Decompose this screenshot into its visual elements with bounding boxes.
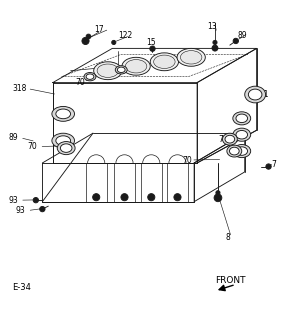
Circle shape — [216, 191, 220, 195]
Circle shape — [148, 194, 155, 201]
Text: 7: 7 — [271, 160, 276, 169]
Circle shape — [33, 197, 39, 203]
Text: FRONT: FRONT — [215, 276, 245, 285]
Ellipse shape — [233, 145, 251, 158]
Circle shape — [82, 37, 89, 44]
Circle shape — [112, 40, 116, 44]
Text: 17: 17 — [94, 25, 104, 34]
Text: 21: 21 — [260, 90, 269, 99]
Ellipse shape — [222, 133, 237, 145]
Text: 70: 70 — [218, 135, 228, 144]
Ellipse shape — [86, 74, 94, 79]
Circle shape — [40, 206, 45, 212]
Ellipse shape — [115, 66, 127, 74]
Text: 70: 70 — [182, 156, 192, 164]
Circle shape — [214, 194, 222, 202]
Ellipse shape — [236, 147, 248, 155]
Text: 13: 13 — [208, 21, 217, 31]
Ellipse shape — [125, 60, 147, 73]
Ellipse shape — [56, 109, 71, 119]
Ellipse shape — [94, 62, 122, 80]
Ellipse shape — [122, 57, 150, 75]
Text: 122: 122 — [118, 31, 132, 40]
Ellipse shape — [230, 147, 239, 155]
Text: 89: 89 — [8, 133, 18, 142]
Ellipse shape — [233, 128, 251, 141]
Text: 15: 15 — [147, 38, 156, 47]
Text: 70: 70 — [75, 78, 85, 87]
Ellipse shape — [236, 114, 248, 123]
Ellipse shape — [97, 64, 118, 77]
Ellipse shape — [236, 131, 248, 139]
Circle shape — [174, 194, 181, 201]
Ellipse shape — [181, 51, 202, 64]
Ellipse shape — [52, 133, 74, 148]
Ellipse shape — [248, 89, 262, 100]
Text: 89: 89 — [237, 30, 247, 39]
Ellipse shape — [245, 86, 266, 103]
Circle shape — [266, 164, 271, 169]
Ellipse shape — [154, 55, 175, 68]
Circle shape — [93, 194, 100, 201]
Text: 318: 318 — [13, 84, 27, 93]
Circle shape — [213, 40, 217, 44]
Circle shape — [233, 38, 239, 44]
Ellipse shape — [233, 112, 251, 125]
Text: 70: 70 — [230, 145, 239, 154]
Circle shape — [212, 45, 218, 51]
Ellipse shape — [56, 136, 71, 146]
Ellipse shape — [60, 144, 72, 152]
Ellipse shape — [227, 145, 242, 157]
Circle shape — [150, 46, 155, 52]
Ellipse shape — [84, 73, 96, 81]
Circle shape — [86, 34, 91, 39]
Text: 70: 70 — [28, 142, 37, 151]
Ellipse shape — [57, 141, 75, 155]
Ellipse shape — [225, 135, 235, 143]
Text: 93: 93 — [8, 196, 18, 205]
Ellipse shape — [118, 67, 125, 73]
Text: 70: 70 — [102, 69, 112, 78]
Text: 93: 93 — [16, 206, 25, 215]
Ellipse shape — [177, 48, 205, 66]
Text: E-34: E-34 — [13, 284, 31, 292]
Circle shape — [121, 194, 128, 201]
Ellipse shape — [150, 53, 179, 71]
Ellipse shape — [52, 107, 74, 121]
Text: 8: 8 — [225, 233, 230, 242]
